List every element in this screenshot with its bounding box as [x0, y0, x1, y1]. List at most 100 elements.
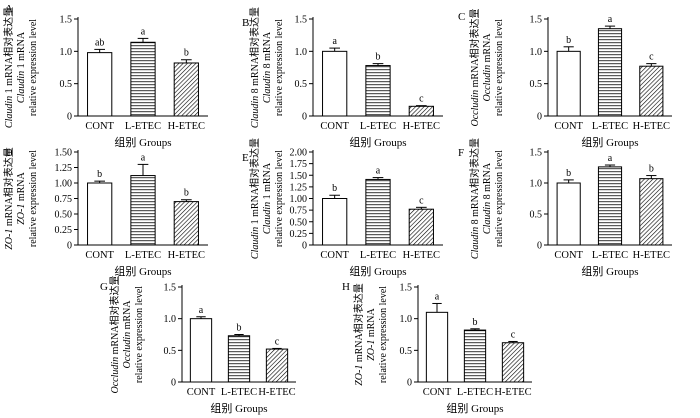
y-tick-label: 1.0 [530, 47, 543, 58]
y-axis-label-segment: Claudin [250, 227, 261, 259]
sig-letter-cont: b [332, 183, 337, 194]
y-axis-label-line: ZO-1 mRNA [16, 171, 27, 224]
x-tick-label-h-etec: H-ETEC [168, 121, 205, 132]
y-axis-label-segment: ZO-1 [4, 229, 15, 250]
y-axis-label-segment: 1 mRNA [262, 162, 273, 202]
sig-letter-l-etec: a [608, 153, 613, 164]
y-axis-label-line: relative expression level [134, 286, 145, 383]
bar-h-etec [639, 65, 664, 117]
y-axis-label-line: Claudin 8 mRNA [482, 162, 493, 234]
x-tick-label-h-etec: H-ETEC [403, 121, 440, 132]
y-axis-label-segment: relative expression level [134, 286, 145, 383]
sig-letter-h-etec: c [275, 336, 280, 347]
bar-l-etec [597, 28, 623, 117]
x-axis-label: 组别 Groups [349, 135, 406, 149]
y-axis-label-segment: 1 mRNA相对表达量 [248, 138, 261, 227]
y-tick-label: 1.25 [55, 163, 73, 174]
y-axis-label-segment: 1 mRNA相对表达量 [2, 7, 15, 96]
x-tick-label-l-etec: L-ETEC [360, 250, 396, 261]
y-axis-label-line: relative expression level [494, 19, 505, 116]
y-tick-label: 1.50 [290, 171, 308, 182]
x-tick-label-l-etec: L-ETEC [592, 121, 628, 132]
y-tick-label: 1.0 [295, 47, 308, 58]
panel-g: G 0 0.5 1.0 1.5 a CONT b L-ETEC c H-ETEC 组别 Groups O… [100, 275, 296, 415]
x-tick-label-l-etec: L-ETEC [125, 250, 161, 261]
y-tick-label: 1.0 [400, 314, 413, 325]
y-axis-label-segment: Occludin [122, 332, 133, 369]
x-tick-label-cont: CONT [554, 121, 583, 132]
x-tick-label-l-etec: L-ETEC [457, 387, 493, 398]
y-axis-label-line: Claudin 1 mRNA相对表达量 [2, 7, 15, 128]
sig-letter-l-etec: b [473, 317, 478, 328]
y-axis-label-segment: ZO-1 [366, 340, 377, 361]
y-axis-label-segment: 8 mRNA [262, 31, 273, 71]
y-tick-label: 1.5 [400, 283, 413, 294]
y-axis-label-line: ZO-1 mRNA [366, 307, 377, 360]
x-tick-label-l-etec: L-ETEC [360, 121, 396, 132]
y-axis-label-segment: Occludin [470, 90, 481, 127]
y-axis-label-segment: Claudin [262, 71, 273, 103]
bar-l-etec [365, 65, 391, 117]
panel-e: E 00.250.500.751.001.251.501.752.00 b CONT a… [242, 138, 443, 278]
y-tick-label: 2.00 [290, 148, 308, 159]
x-tick-label-cont: CONT [85, 121, 114, 132]
y-axis-label-segment: ZO-1 [354, 365, 365, 386]
bar-h-etec [173, 62, 199, 117]
sig-letter-h-etec: b [184, 188, 189, 199]
y-axis-label-line: ZO-1 mRNA相对表达量 [2, 147, 15, 250]
y-tick-label: 0.5 [295, 79, 308, 90]
panel-label: B [242, 17, 249, 29]
x-tick-label-cont: CONT [187, 387, 216, 398]
y-tick-label: 1.5 [295, 15, 308, 26]
sig-letter-l-etec: a [376, 166, 381, 177]
y-axis-label-line: Claudin 8 mRNA [262, 31, 273, 103]
y-axis-label-line: Claudin 1 mRNA [16, 31, 27, 103]
panel-d: D 0 0.25 0.50 0.75 1.00 1.25 1.50 b CONT a L-ETEC b H… [2, 147, 208, 278]
y-axis-label-segment: relative expression level [274, 19, 285, 116]
y-axis-label-segment: ZO-1 [16, 204, 27, 225]
x-tick-label-cont: CONT [320, 121, 349, 132]
y-axis-label-segment: mRNA [122, 300, 133, 332]
y-tick-label: 0.75 [55, 194, 73, 205]
bar-cont [322, 198, 348, 246]
sig-letter-h-etec: b [184, 48, 189, 59]
sig-letter-cont: a [332, 36, 337, 47]
x-axis-label: 组别 Groups [114, 135, 171, 149]
sig-letter-l-etec: a [608, 14, 613, 25]
y-axis-label-segment: Claudin [16, 71, 27, 103]
panel-h: H 0 0.5 1.0 1.5 a CONT b L-ETEC c H-ETEC 组别 Groups Z… [342, 281, 532, 415]
y-tick-label: 0 [302, 241, 307, 252]
panel-label: C [458, 11, 465, 23]
y-tick-label: 0 [537, 241, 542, 252]
y-axis-label-segment: 8 mRNA相对表达量 [248, 7, 261, 96]
y-tick-label: 0.5 [60, 79, 73, 90]
y-tick-label: 0.5 [530, 79, 543, 90]
bar-cont [189, 318, 213, 383]
y-tick-label: 0 [171, 378, 176, 389]
y-axis-label-segment: Claudin [470, 227, 481, 259]
y-axis-label-segment: mRNA [16, 171, 27, 203]
bar-cont [87, 52, 113, 117]
bar-l-etec [130, 175, 156, 246]
bar-h-etec [408, 208, 434, 246]
y-tick-label: 1.5 [164, 283, 177, 294]
y-tick-label: 1.00 [55, 179, 73, 190]
y-axis-label-segment: mRNA相对表达量 [352, 283, 365, 364]
y-axis-label-line: Occludin mRNA相对表达量 [468, 8, 481, 126]
y-axis-label-segment: relative expression level [494, 150, 505, 247]
sig-letter-cont: ab [95, 37, 104, 48]
y-tick-label: 0 [537, 112, 542, 123]
x-tick-label-cont: CONT [85, 250, 114, 261]
x-axis-label: 组别 Groups [114, 264, 171, 278]
panel-label: E [242, 152, 249, 164]
bar-h-etec [173, 201, 199, 246]
y-tick-label: 0.25 [55, 225, 73, 236]
x-tick-label-l-etec: L-ETEC [592, 250, 628, 261]
x-tick-label-h-etec: H-ETEC [258, 387, 295, 398]
x-axis-label: 组别 Groups [581, 264, 638, 278]
sig-letter-h-etec: c [511, 329, 516, 340]
bar-h-etec [501, 342, 525, 383]
y-axis-label-line: Claudin 1 mRNA [262, 162, 273, 234]
bar-cont [556, 182, 581, 246]
